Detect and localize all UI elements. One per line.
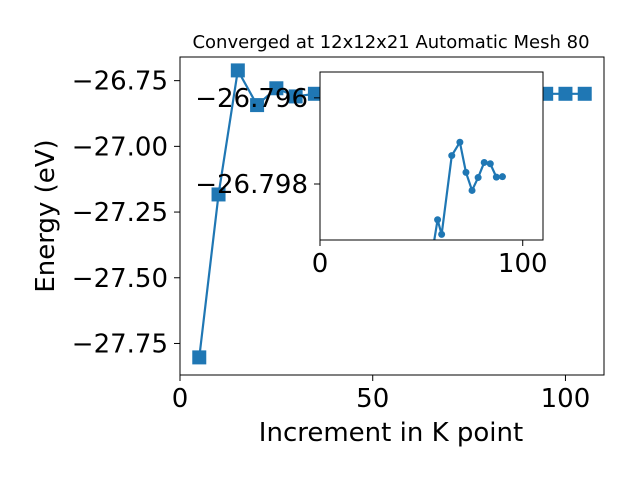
data-point [211, 187, 226, 202]
y-tick-label: −27.00 [72, 132, 168, 162]
x-tick-label: 100 [498, 249, 548, 279]
data-point [269, 81, 284, 96]
y-tick-label: −26.796 [195, 84, 308, 114]
data-point [498, 173, 506, 181]
data-point [577, 86, 592, 101]
inset-background [320, 72, 543, 240]
data-point [230, 63, 245, 78]
main-x-ticks: 0 50 100 [172, 375, 591, 414]
main-y-ticks: −26.75 −27.00 −27.25 −27.50 −27.75 [72, 67, 180, 359]
data-point [480, 158, 488, 166]
x-axis-label: Increment in K point [259, 418, 523, 448]
main-axes-frame [179, 56, 605, 376]
inset-axes: 0 100 −26.798 −26.796 [195, 71, 548, 279]
inset-y-ticks: −26.798 −26.796 [195, 84, 320, 200]
data-point [558, 86, 573, 101]
data-point [438, 230, 446, 238]
data-point [468, 186, 476, 194]
y-tick-label: −27.75 [72, 329, 168, 359]
y-tick-label: −27.50 [72, 264, 168, 294]
inset-axes-frame [319, 71, 544, 241]
x-tick-label: 0 [172, 384, 189, 414]
data-point [492, 173, 500, 181]
x-tick-label: 100 [541, 384, 591, 414]
inset-plot-area [433, 138, 506, 240]
inset-x-ticks: 0 100 [312, 240, 548, 279]
x-tick-label: 50 [356, 384, 389, 414]
data-point [288, 89, 303, 104]
chart-title: Converged at 12x12x21 Automatic Mesh 80 [192, 32, 589, 53]
data-point [486, 160, 494, 168]
x-tick-label: 0 [312, 249, 329, 279]
y-axis-label: Energy (eV) [31, 139, 61, 292]
y-tick-label: −26.798 [195, 170, 308, 200]
y-tick-label: −26.75 [72, 67, 168, 97]
data-point [462, 168, 470, 176]
data-point [434, 216, 442, 224]
data-point [474, 174, 482, 182]
y-tick-label: −27.25 [72, 198, 168, 228]
data-point [448, 152, 456, 160]
data-point [456, 138, 464, 146]
data-point [307, 86, 322, 101]
data-point [192, 350, 207, 365]
data-point [250, 98, 265, 113]
